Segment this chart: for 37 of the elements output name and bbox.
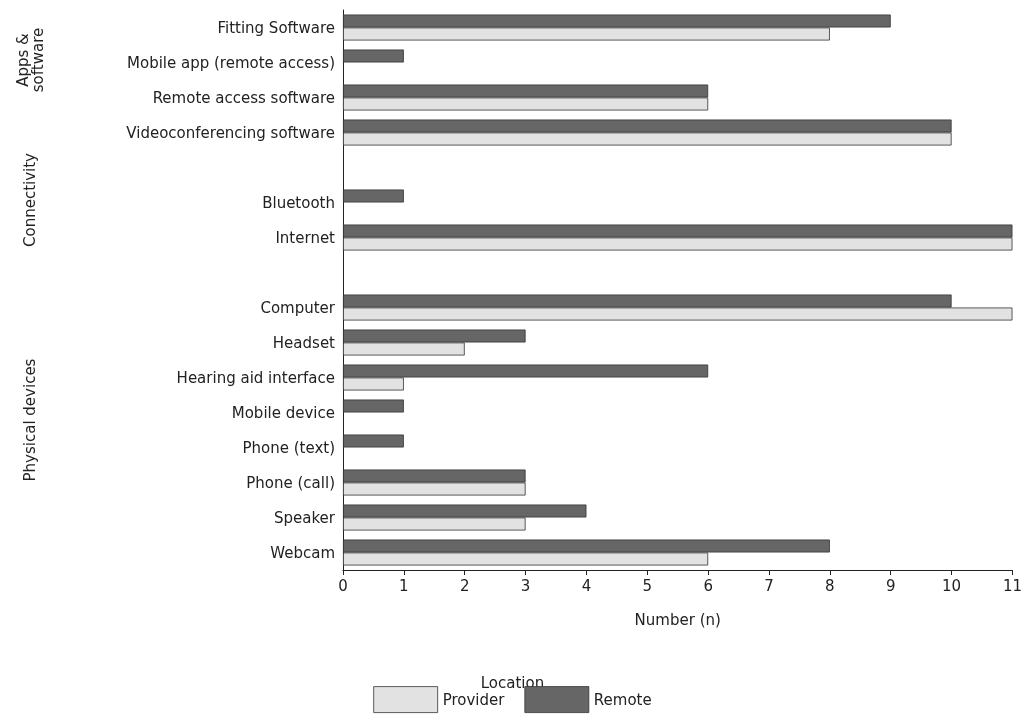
y-tick-label: Internet <box>275 228 336 247</box>
x-tick-label: 5 <box>642 576 653 595</box>
bar <box>343 399 404 413</box>
text: Physical devices <box>21 358 39 482</box>
x-tick-label: 6 <box>703 576 713 595</box>
x-tick-label: 10 <box>942 576 962 595</box>
y-tick-label: Webcam <box>270 543 335 562</box>
y-tick-label: Bluetooth <box>262 193 335 212</box>
y-tick-label: Mobile device <box>231 403 335 422</box>
bar <box>343 189 404 203</box>
text: Connectivity <box>21 152 39 247</box>
y-tick-label: Mobile app (remote access) <box>127 53 335 72</box>
x-tick-label: 2 <box>459 576 470 595</box>
y-tick-label: Remote access software <box>152 88 335 107</box>
text: Apps & software <box>13 27 47 93</box>
x-tick-label: 4 <box>581 576 592 595</box>
bar <box>343 49 404 63</box>
x-tick-label: 8 <box>825 576 835 595</box>
y-tick-label: Phone (text) <box>242 438 335 457</box>
legend-label: Remote <box>593 690 652 709</box>
legend-label: Provider <box>442 690 506 709</box>
x-tick-label: 0 <box>338 576 348 595</box>
x-tick-label: 3 <box>520 576 531 595</box>
y-tick-label: Computer <box>260 298 336 317</box>
y-tick-label: Phone (call) <box>246 473 335 492</box>
y-tick-label: Videoconferencing software <box>126 123 335 142</box>
y-tick-label: Speaker <box>273 508 336 527</box>
y-tick-label: Headset <box>272 333 336 352</box>
y-tick-label: Fitting Software <box>217 18 335 37</box>
x-tick-label: 11 <box>1002 576 1022 595</box>
x-tick-label: 1 <box>399 576 409 595</box>
x-tick-label: 7 <box>764 576 774 595</box>
x-tick-label: 9 <box>885 576 896 595</box>
bar <box>343 434 404 448</box>
y-tick-label: Hearing aid interface <box>176 368 335 387</box>
legend-title: Location <box>480 673 545 692</box>
x-axis-title: Number (n) <box>634 610 721 629</box>
